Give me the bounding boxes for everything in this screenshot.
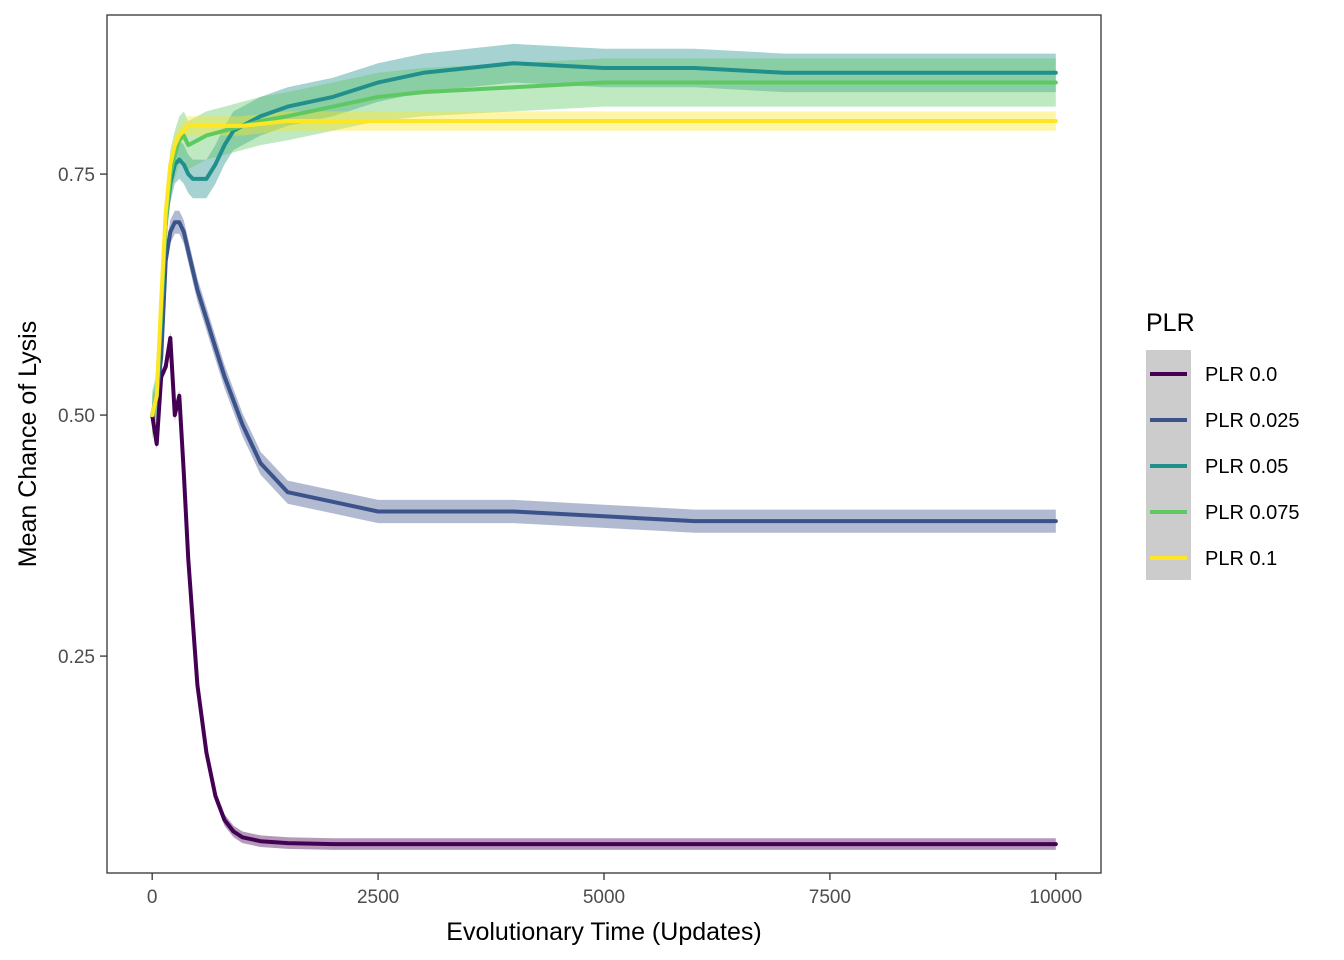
ribbon-series-1 bbox=[152, 210, 1056, 533]
x-tick-label: 0 bbox=[147, 887, 158, 908]
x-tick-label: 7500 bbox=[809, 887, 851, 908]
ribbon-series-4 bbox=[152, 111, 1056, 425]
legend-title: PLR bbox=[1146, 309, 1195, 337]
legend-label-4: PLR 0.1 bbox=[1205, 548, 1277, 570]
y-tick-label: 0.75 bbox=[58, 165, 95, 186]
x-tick-label: 10000 bbox=[1029, 887, 1082, 908]
y-tick-label: 0.25 bbox=[58, 647, 95, 668]
line-series-2 bbox=[150, 61, 1058, 418]
line-series-0 bbox=[150, 336, 1058, 847]
x-axis-ticks: 0 2500 5000 7500 10000 bbox=[147, 873, 1082, 908]
legend-items: PLR 0.0 PLR 0.025 PLR 0.05 PLR 0.075 PLR 0.1 bbox=[1150, 364, 1300, 570]
y-tick-label: 0.50 bbox=[58, 406, 95, 427]
x-tick-label: 2500 bbox=[357, 887, 399, 908]
confidence-ribbons bbox=[152, 43, 1056, 850]
ribbon-series-0 bbox=[152, 332, 1056, 850]
line-series-4 bbox=[150, 119, 1058, 418]
series-lines bbox=[150, 61, 1058, 847]
legend-label-3: PLR 0.075 bbox=[1205, 502, 1300, 524]
line-series-1 bbox=[150, 220, 1058, 524]
x-tick-label: 5000 bbox=[583, 887, 625, 908]
legend-label-2: PLR 0.05 bbox=[1205, 456, 1288, 478]
y-axis-title: Mean Chance of Lysis bbox=[14, 321, 42, 567]
ribbon-series-3 bbox=[152, 58, 1056, 440]
y-axis-ticks: 0.25 0.50 0.75 bbox=[58, 165, 107, 668]
legend-label-1: PLR 0.025 bbox=[1205, 410, 1300, 432]
x-axis-title: Evolutionary Time (Updates) bbox=[446, 918, 761, 946]
legend-label-0: PLR 0.0 bbox=[1205, 364, 1277, 386]
